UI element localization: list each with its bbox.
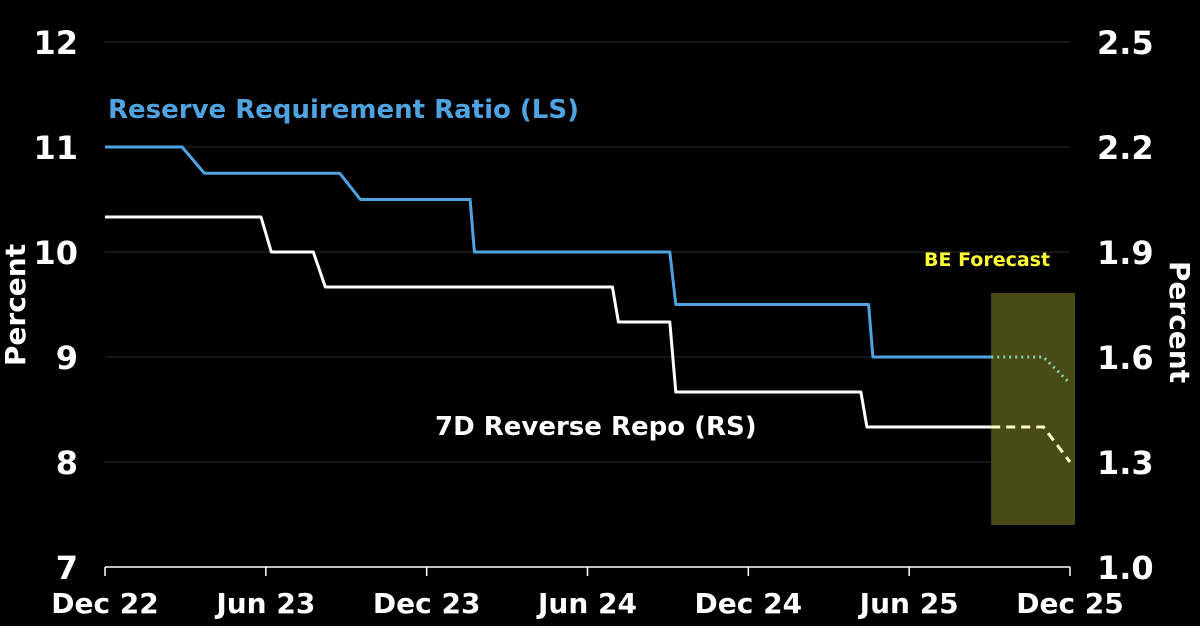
y-right-tick-label: 2.5: [1097, 24, 1154, 62]
forecast-band: [991, 293, 1075, 525]
series-line-1: [105, 215, 992, 429]
y-left-tick-label: 11: [33, 129, 78, 167]
forecast-line-1: [991, 425, 1072, 463]
x-tick-label: Jun 25: [858, 587, 959, 620]
x-tick-label: Dec 24: [695, 587, 803, 620]
x-tick-label: Dec 23: [373, 587, 481, 620]
forecast-label: BE Forecast: [924, 249, 1050, 271]
y-left-tick-label: 8: [56, 444, 78, 482]
axes: 7 8 9 10 11 12 1.0 1.3 1.6 1.9 2.2 2.5 Dec 22 Jun 23 D…: [33, 24, 1153, 620]
x-tick-label: Dec 22: [51, 587, 159, 620]
series-line-0: [105, 145, 992, 359]
series-lines: [105, 145, 1072, 463]
y-right-tick-label: 1.3: [1097, 444, 1154, 482]
y-left-tick-label: 10: [33, 234, 78, 272]
y-left-tick-label: 7: [56, 549, 78, 587]
y-right-tick-label: 1.9: [1097, 234, 1154, 272]
series-label-repo: 7D Reverse Repo (RS): [435, 412, 757, 442]
y-axis-right-label: Percent: [1163, 261, 1196, 383]
y-right-tick-label: 1.0: [1097, 549, 1154, 587]
y-axis-left-label: Percent: [0, 244, 32, 366]
y-left-tick-label: 9: [56, 339, 78, 377]
y-left-tick-label: 12: [33, 24, 78, 62]
x-tick-label: Jun 23: [214, 587, 315, 620]
x-tick-label: Dec 25: [1016, 587, 1124, 620]
y-right-tick-label: 1.6: [1097, 339, 1154, 377]
y-right-tick-label: 2.2: [1097, 129, 1154, 167]
x-tick-label: Jun 24: [536, 587, 637, 620]
series-label-rrr: Reserve Requirement Ratio (LS): [108, 95, 579, 125]
